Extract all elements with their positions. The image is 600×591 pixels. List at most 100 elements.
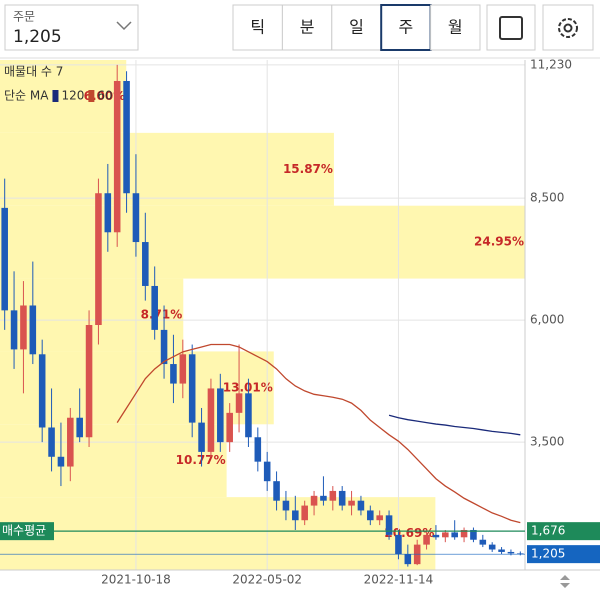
candle-body [301, 505, 308, 521]
y-tick-label: 11,230 [530, 57, 572, 71]
price-tag-label: 1,676 [531, 524, 565, 538]
y-tick-label: 8,500 [530, 191, 564, 205]
candle-body [85, 325, 93, 438]
ma-line [388, 414, 521, 436]
legend-label: 120 [61, 89, 84, 103]
gear-hub [563, 23, 573, 33]
candle-body [395, 534, 402, 555]
candle-body [385, 515, 393, 535]
tab-label: 주 [399, 18, 414, 37]
candle-body [132, 193, 140, 243]
candle-body [282, 500, 290, 511]
candle-body [320, 495, 327, 501]
tab-button[interactable] [430, 4, 481, 51]
candle-body [20, 305, 27, 350]
order-select[interactable] [4, 4, 139, 51]
legend-title: 단순 MA [4, 89, 49, 103]
y-tick-label: 3,500 [530, 435, 564, 449]
candle-body [48, 427, 55, 457]
candle-body [179, 354, 187, 384]
candle-body [67, 417, 74, 467]
candle-body [460, 529, 468, 538]
candle-body [329, 490, 337, 501]
candle-body [57, 456, 65, 467]
candle-body [207, 388, 215, 452]
price-tag [527, 545, 600, 564]
price-tag-label: 1,205 [531, 547, 565, 561]
candle-body [432, 534, 440, 538]
volume-profile-label: 13.01% [223, 380, 273, 394]
candle-body [367, 510, 374, 521]
candle-body [470, 529, 477, 540]
candle-body [123, 80, 130, 194]
tab-button[interactable] [232, 4, 283, 51]
tab-label: 월 [448, 18, 463, 37]
order-label: 주문 [13, 10, 35, 24]
volume-profile-bar [0, 132, 334, 206]
candle-body [292, 510, 299, 521]
candle-body [488, 544, 496, 550]
scroll-icon [560, 575, 570, 588]
candle-body [104, 193, 112, 233]
tab-label: 틱 [250, 18, 265, 37]
candle-body [38, 354, 46, 428]
volume-profile-bar [0, 424, 227, 498]
candle-body [113, 80, 121, 233]
candle-body [254, 437, 262, 462]
candle-body [170, 364, 177, 384]
candle-body [1, 207, 8, 311]
candle-body [404, 554, 412, 565]
candle-body [498, 549, 505, 552]
candle-body [348, 500, 355, 506]
ma-line [116, 343, 521, 524]
layout-icon [499, 16, 523, 40]
layout-button[interactable] [486, 4, 536, 51]
dropdown-arrow [116, 21, 132, 31]
x-tick-label: 2021-10-18 [101, 573, 171, 587]
volume-profile-label: 10.77% [176, 453, 226, 467]
legend-label: 60 [97, 89, 112, 103]
candle-body [273, 481, 280, 501]
reference-name: 매수평균 [2, 524, 46, 538]
candle-body [160, 329, 168, 365]
price-tag [527, 522, 600, 541]
tab-button[interactable] [281, 4, 333, 51]
legend-swatch [88, 90, 95, 102]
candle-body [95, 193, 102, 326]
candle-body [76, 417, 83, 438]
volume-profile-label: 24.95% [474, 235, 524, 249]
candle-body [310, 495, 318, 506]
tab-label: 분 [300, 18, 315, 37]
candle-body [226, 412, 233, 443]
candle-body [188, 354, 196, 423]
volume-profile-label: 15.87% [283, 162, 333, 176]
candle-body [442, 532, 449, 538]
candle-body [451, 532, 458, 538]
candle-body [507, 551, 515, 554]
volume-profile-label: 8.71% [141, 308, 183, 322]
candle-body [376, 515, 383, 521]
candle-body [198, 422, 205, 452]
candle-body [357, 500, 365, 511]
settings-button[interactable] [542, 4, 594, 51]
reference-name-box [0, 522, 54, 541]
candle-body [151, 285, 158, 330]
chart: 6.00%15.87%24.95%8.71%13.01%10.77%20.69%… [0, 57, 600, 587]
volume-profile-bar [0, 205, 525, 279]
y-tick-label: 6,000 [530, 313, 564, 327]
legend-swatch [52, 90, 59, 102]
candle-body [479, 539, 487, 545]
gear-icon [558, 18, 578, 38]
volume-profile-bar [0, 351, 274, 425]
profile-count: 매물대 수 7 [4, 65, 63, 79]
candle-body [142, 242, 149, 286]
candle-body [29, 305, 37, 355]
order-price: 1,205 [13, 27, 62, 47]
volume-profile-bar [0, 60, 127, 133]
candle-body [10, 310, 18, 350]
candle-body [245, 393, 252, 438]
tab-label: 일 [349, 18, 364, 37]
x-tick-label: 2022-05-02 [232, 573, 302, 587]
candle-body [423, 534, 430, 545]
candle-body [235, 393, 243, 413]
